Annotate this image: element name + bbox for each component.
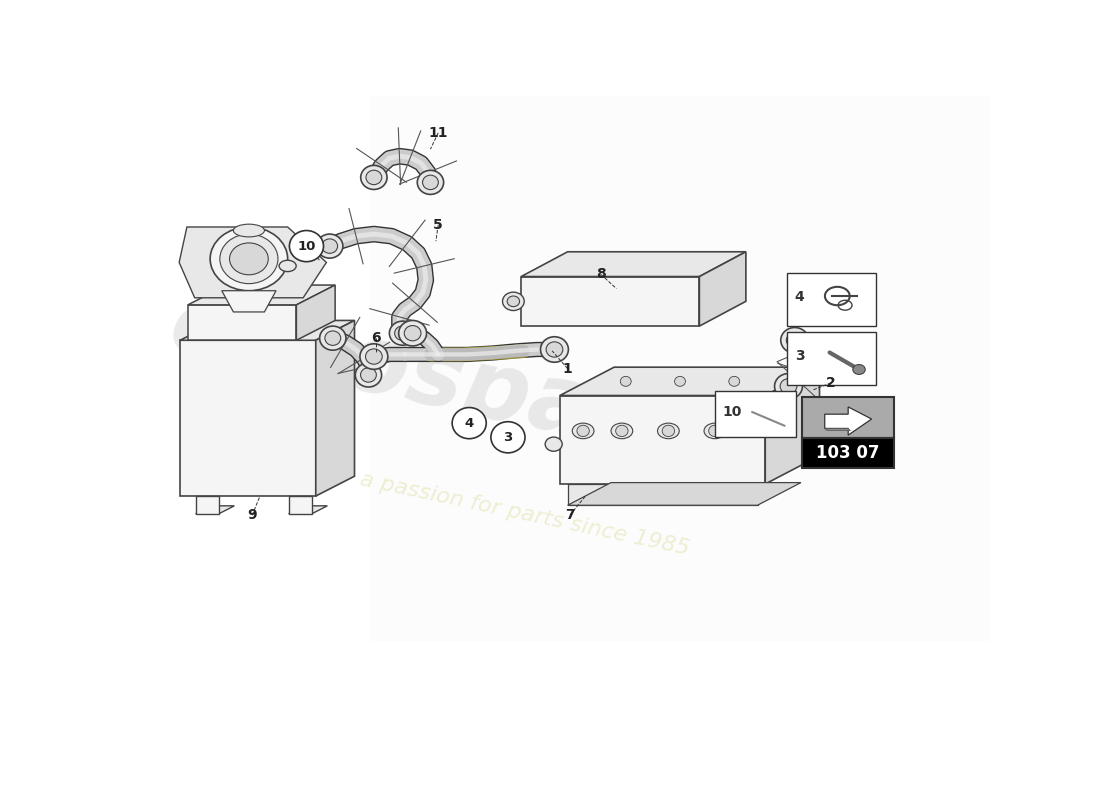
- Circle shape: [395, 326, 410, 341]
- Circle shape: [729, 376, 739, 386]
- Circle shape: [324, 331, 341, 346]
- Circle shape: [781, 327, 808, 353]
- Polygon shape: [786, 273, 876, 326]
- Circle shape: [540, 337, 569, 362]
- Circle shape: [320, 326, 346, 350]
- Polygon shape: [196, 496, 219, 514]
- Polygon shape: [766, 367, 820, 484]
- Text: 4: 4: [794, 290, 804, 304]
- Polygon shape: [825, 407, 871, 435]
- Ellipse shape: [610, 423, 632, 438]
- Text: 10: 10: [723, 405, 743, 419]
- Circle shape: [366, 170, 382, 185]
- Polygon shape: [288, 506, 328, 514]
- Polygon shape: [188, 305, 296, 340]
- Polygon shape: [568, 482, 801, 506]
- Polygon shape: [316, 321, 354, 496]
- Polygon shape: [521, 277, 700, 326]
- Ellipse shape: [279, 260, 296, 271]
- Circle shape: [576, 426, 590, 437]
- Polygon shape: [802, 438, 894, 468]
- Polygon shape: [180, 321, 354, 340]
- Ellipse shape: [233, 224, 264, 237]
- Circle shape: [355, 363, 382, 387]
- Circle shape: [786, 333, 803, 348]
- Circle shape: [780, 378, 796, 394]
- Polygon shape: [188, 285, 336, 305]
- Circle shape: [662, 426, 674, 437]
- Text: eurospares: eurospares: [162, 279, 764, 494]
- Circle shape: [389, 321, 416, 346]
- Circle shape: [620, 376, 631, 386]
- Circle shape: [398, 321, 427, 346]
- Text: 8: 8: [596, 267, 606, 282]
- Polygon shape: [222, 290, 276, 312]
- Ellipse shape: [220, 234, 278, 284]
- Text: 3: 3: [504, 430, 513, 444]
- Polygon shape: [802, 397, 894, 438]
- Circle shape: [317, 234, 343, 258]
- Circle shape: [365, 349, 382, 364]
- Polygon shape: [560, 367, 820, 395]
- Ellipse shape: [658, 423, 679, 438]
- Circle shape: [361, 166, 387, 190]
- Polygon shape: [370, 96, 990, 641]
- Polygon shape: [180, 340, 316, 496]
- Circle shape: [360, 344, 388, 370]
- Circle shape: [417, 170, 443, 194]
- Text: 2: 2: [826, 376, 836, 390]
- Circle shape: [322, 239, 338, 254]
- Text: a passion for parts since 1985: a passion for parts since 1985: [359, 469, 692, 558]
- Text: 9: 9: [248, 508, 257, 522]
- Polygon shape: [296, 285, 336, 340]
- Text: 5: 5: [433, 218, 443, 232]
- Ellipse shape: [852, 365, 866, 374]
- Text: 1: 1: [563, 362, 572, 375]
- Polygon shape: [568, 484, 758, 506]
- Circle shape: [616, 426, 628, 437]
- Ellipse shape: [704, 423, 726, 438]
- Text: 7: 7: [565, 508, 575, 522]
- Text: 10: 10: [297, 240, 316, 253]
- Polygon shape: [700, 252, 746, 326]
- Circle shape: [289, 230, 323, 262]
- Ellipse shape: [210, 227, 288, 290]
- Text: 3: 3: [794, 349, 804, 362]
- Circle shape: [708, 426, 722, 437]
- Circle shape: [361, 368, 376, 382]
- Circle shape: [422, 175, 439, 190]
- Polygon shape: [560, 395, 766, 484]
- Circle shape: [491, 422, 525, 453]
- Circle shape: [405, 326, 421, 341]
- Text: 6: 6: [372, 331, 381, 345]
- Ellipse shape: [572, 423, 594, 438]
- Polygon shape: [288, 496, 312, 514]
- Ellipse shape: [546, 437, 562, 451]
- Text: 4: 4: [464, 417, 474, 430]
- Text: 11: 11: [429, 126, 448, 140]
- Polygon shape: [825, 429, 850, 430]
- Ellipse shape: [230, 243, 268, 274]
- Ellipse shape: [503, 292, 525, 310]
- Polygon shape: [196, 506, 234, 514]
- Circle shape: [774, 374, 803, 399]
- Polygon shape: [521, 252, 746, 277]
- Circle shape: [452, 407, 486, 438]
- Polygon shape: [179, 227, 327, 298]
- Ellipse shape: [813, 422, 829, 436]
- Polygon shape: [786, 332, 876, 385]
- Polygon shape: [715, 391, 796, 438]
- Circle shape: [674, 376, 685, 386]
- Ellipse shape: [507, 296, 519, 306]
- Text: 103 07: 103 07: [816, 444, 880, 462]
- Circle shape: [546, 342, 563, 357]
